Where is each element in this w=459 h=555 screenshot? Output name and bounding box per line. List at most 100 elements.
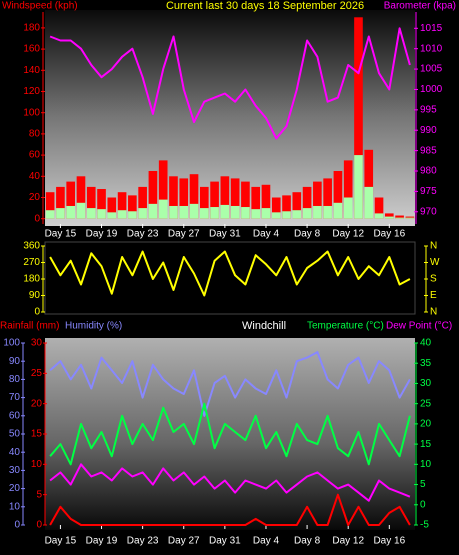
y-tick-label: 5 xyxy=(36,489,42,500)
bar xyxy=(343,160,353,219)
y-tick-label: 90 xyxy=(29,290,41,301)
series-line xyxy=(49,351,411,417)
bar xyxy=(220,176,230,219)
bar xyxy=(323,178,332,219)
bar xyxy=(395,217,404,219)
x-tick-label: Day 19 xyxy=(86,536,118,547)
bar xyxy=(313,181,322,219)
y-tick-label: 0 xyxy=(34,307,40,318)
bar xyxy=(86,208,96,219)
series-line xyxy=(49,463,411,502)
y3-tick-label: 70 xyxy=(9,392,21,403)
y2-tick-label: S xyxy=(430,274,437,285)
y2-tick-label: -5 xyxy=(420,520,429,531)
bar xyxy=(117,192,127,219)
y2-tick-label: 990 xyxy=(420,125,437,136)
y-tick-label: 120 xyxy=(23,86,40,97)
bar xyxy=(56,186,65,219)
y2-tick-label: 980 xyxy=(420,166,437,177)
bar xyxy=(230,178,240,219)
x-tick-label: Day 12 xyxy=(332,536,364,547)
y2-tick-label: 1010 xyxy=(420,43,443,54)
y2-tick-label: 20 xyxy=(420,419,432,430)
y2-tick-label: W xyxy=(430,257,440,268)
series-line xyxy=(49,27,411,140)
bar xyxy=(128,195,137,219)
x-tick-label: Day 23 xyxy=(127,229,159,240)
x-tick-label: Day 15 xyxy=(45,536,77,547)
bar xyxy=(76,202,86,219)
bar xyxy=(302,186,312,219)
y2-tick-label: 1005 xyxy=(420,64,443,75)
bar xyxy=(405,217,415,219)
series-line xyxy=(49,402,411,466)
bar xyxy=(251,209,261,219)
bar xyxy=(354,17,363,219)
legend-label: Barometer (kpa) xyxy=(384,1,456,12)
y3-tick-label: 10 xyxy=(9,501,21,512)
x-tick-label: Day 31 xyxy=(209,536,241,547)
y2-tick-label: 15 xyxy=(420,439,432,450)
bar xyxy=(292,192,302,219)
y-tick-label: 30 xyxy=(31,338,43,349)
y3-tick-label: 50 xyxy=(9,429,21,440)
bar xyxy=(261,184,271,219)
x-tick-label: Day 19 xyxy=(86,229,118,240)
y2-tick-label: 40 xyxy=(420,338,432,349)
legend-label: Dew Point (°C) xyxy=(386,321,452,332)
bar xyxy=(220,204,230,219)
y-tick-label: 160 xyxy=(23,44,40,55)
y3-tick-label: 80 xyxy=(9,374,21,385)
y-tick-label: 20 xyxy=(29,192,41,203)
y-tick-label: 25 xyxy=(31,368,43,379)
bar xyxy=(292,210,302,219)
bar xyxy=(282,195,291,219)
bar xyxy=(66,181,76,219)
y2-tick-label: E xyxy=(430,290,437,301)
bar xyxy=(56,208,65,219)
y2-tick-label: 0 xyxy=(420,499,426,510)
bar xyxy=(302,208,312,219)
bar xyxy=(210,181,219,219)
x-tick-label: Day 31 xyxy=(209,229,241,240)
bar xyxy=(86,186,96,219)
y3-tick-label: 60 xyxy=(9,410,21,421)
x-tick-label: Day 23 xyxy=(127,536,159,547)
y2-tick-label: N xyxy=(430,241,437,252)
x-tick-label: Day 16 xyxy=(373,229,405,240)
y2-tick-label: 995 xyxy=(420,104,437,115)
bar xyxy=(189,203,199,219)
bar xyxy=(251,186,261,219)
plot-background xyxy=(45,10,415,226)
y3-tick-label: 30 xyxy=(9,465,21,476)
bar xyxy=(374,197,384,219)
bar xyxy=(169,205,178,219)
legend-label: Windspeed (kph) xyxy=(2,1,78,12)
bar xyxy=(364,149,374,219)
bar xyxy=(313,205,322,219)
y-tick-label: 0 xyxy=(36,520,42,531)
bar xyxy=(261,208,271,219)
y-tick-label: 40 xyxy=(29,171,41,182)
y-tick-label: 180 xyxy=(23,23,40,34)
y2-tick-label: 25 xyxy=(420,398,432,409)
y3-tick-label: 20 xyxy=(9,483,21,494)
y-tick-label: 80 xyxy=(29,129,41,140)
bar xyxy=(76,176,86,219)
bar xyxy=(45,192,55,219)
legend-label: Humidity (%) xyxy=(65,321,122,332)
bar xyxy=(271,212,281,219)
legend-label: Temperature (°C) xyxy=(307,321,384,332)
bar xyxy=(107,212,117,219)
bar xyxy=(128,211,137,219)
y3-tick-label: 90 xyxy=(9,356,21,367)
bar xyxy=(138,208,147,219)
bar xyxy=(179,178,189,219)
bar xyxy=(148,171,158,219)
y2-tick-label: 30 xyxy=(420,378,432,389)
x-tick-label: Day 8 xyxy=(294,229,321,240)
bar xyxy=(333,171,343,219)
y2-tick-label: 975 xyxy=(420,186,437,197)
y3-tick-label: 0 xyxy=(14,520,20,531)
